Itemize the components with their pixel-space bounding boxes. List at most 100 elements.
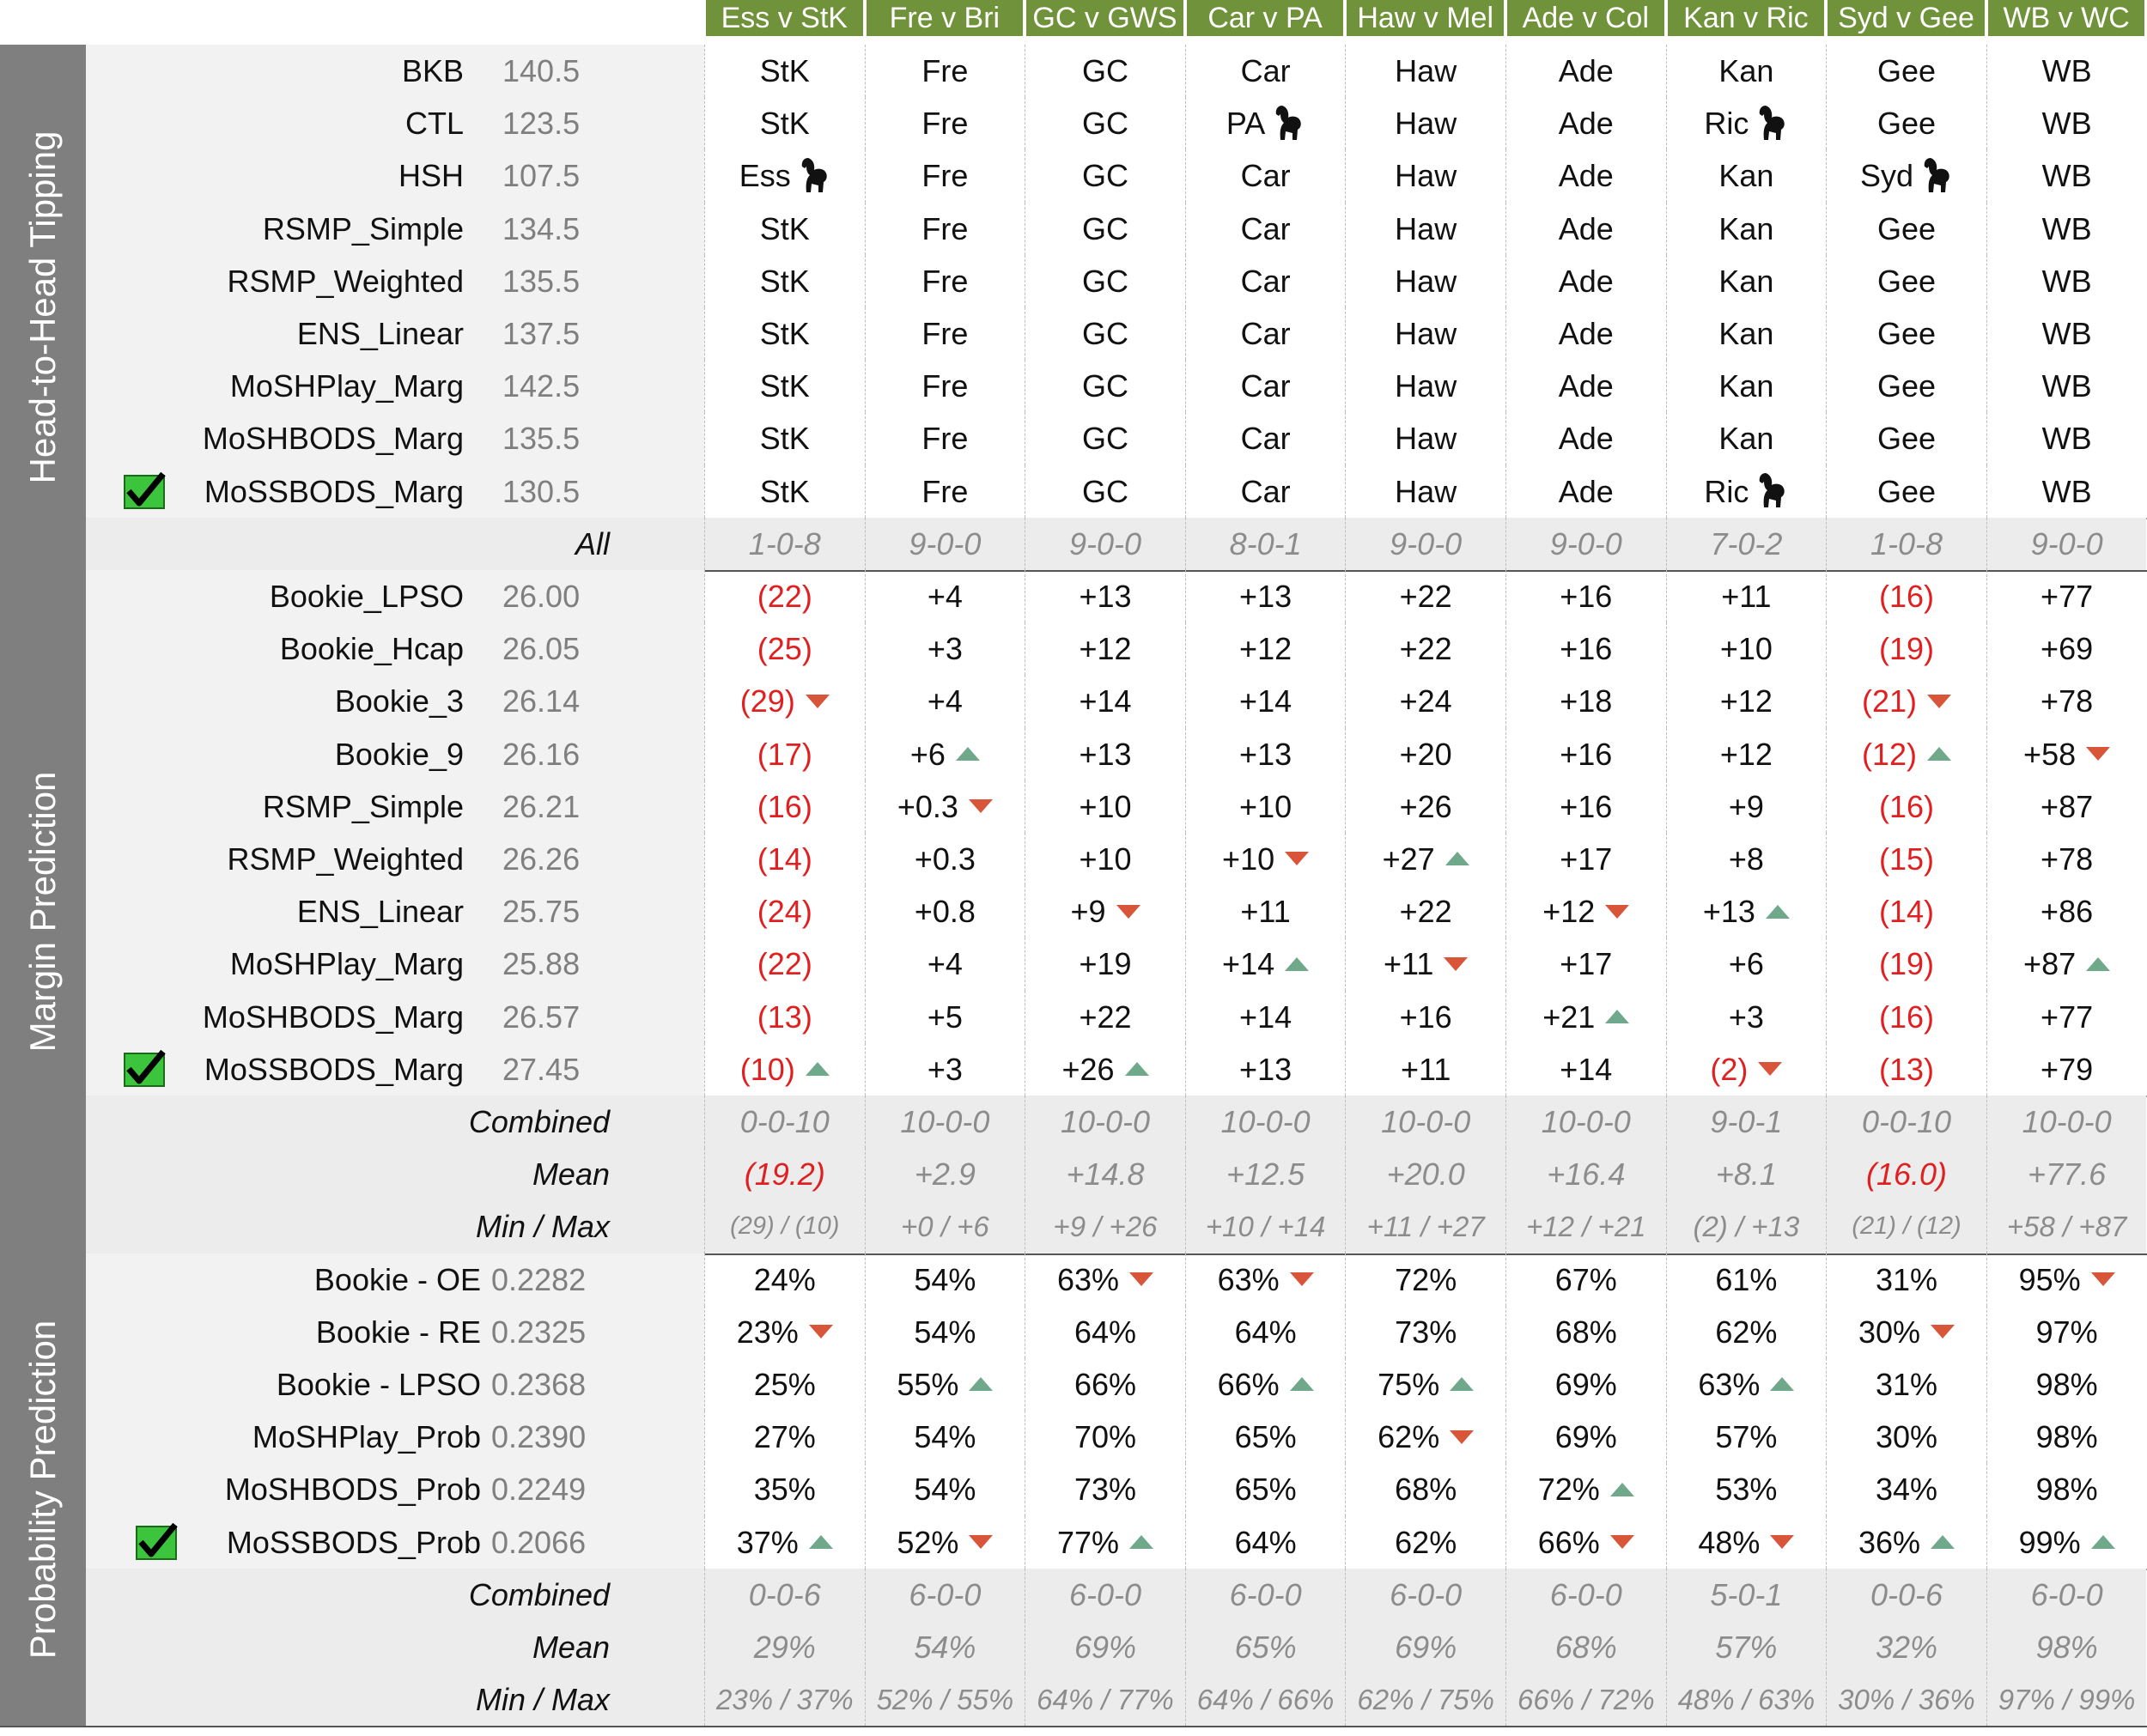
down-arrow-icon bbox=[1289, 1272, 1314, 1287]
summary-cell: 57% bbox=[1665, 1621, 1827, 1674]
summary-cell: 62% / 75% bbox=[1345, 1673, 1505, 1727]
table-cell: 66% bbox=[1025, 1358, 1185, 1411]
table-cell: 75% bbox=[1345, 1358, 1505, 1411]
model-score: 123.5 bbox=[502, 106, 581, 142]
cell-value: WB bbox=[2041, 368, 2092, 404]
cell-value: 24% bbox=[753, 1261, 816, 1297]
cell-value: 54% bbox=[914, 1314, 976, 1350]
table-cell: +16 bbox=[1505, 780, 1666, 833]
table-cell: +22 bbox=[1025, 990, 1185, 1043]
table-cell: WB bbox=[1986, 45, 2147, 98]
summary-label-cell: Combined bbox=[86, 1568, 704, 1621]
cell-value: 63% bbox=[1217, 1261, 1280, 1297]
summary-cell: 64% / 66% bbox=[1184, 1673, 1346, 1727]
table-cell: +3 bbox=[864, 622, 1025, 676]
table-cell: Haw bbox=[1345, 360, 1505, 413]
model-name: HSH bbox=[398, 158, 464, 194]
table-cell: +11 bbox=[1345, 1042, 1505, 1096]
cell-value: GC bbox=[1081, 53, 1128, 88]
table-cell: Car bbox=[1184, 412, 1346, 465]
table-cell: Kan bbox=[1665, 149, 1827, 203]
summary-cell: 10-0-0 bbox=[1986, 1096, 2147, 1149]
table-cell: +0.8 bbox=[864, 885, 1025, 938]
cell-value: +10 bbox=[1719, 631, 1773, 667]
table-cell: +11 bbox=[1184, 885, 1346, 938]
cell-value: Fre bbox=[921, 421, 969, 457]
cell-value: 66% bbox=[1074, 1367, 1137, 1402]
table-cell: 64% bbox=[1184, 1515, 1346, 1569]
model-name: CTL bbox=[404, 106, 464, 142]
table-cell: +10 bbox=[1184, 833, 1346, 886]
cell-value: (16) bbox=[757, 788, 812, 824]
summary-cell: 6-0-0 bbox=[1025, 1568, 1185, 1621]
cell-value: +26 bbox=[1061, 1051, 1115, 1087]
down-arrow-icon bbox=[808, 1325, 833, 1339]
table-cell: +87 bbox=[1986, 780, 2147, 833]
table-cell: (19) bbox=[1826, 622, 1986, 676]
table-cell: PA bbox=[1184, 97, 1346, 150]
table-cell: Ade bbox=[1505, 307, 1666, 361]
model-label-cell: Bookie_Hcap 26.05 bbox=[86, 622, 704, 676]
table-cell: Gee bbox=[1826, 360, 1986, 413]
cell-value: +0.3 bbox=[897, 788, 958, 824]
table-cell: WB bbox=[1986, 412, 2147, 465]
cell-value: 48% bbox=[1698, 1524, 1761, 1560]
table-cell: +18 bbox=[1505, 675, 1666, 728]
section-divider bbox=[0, 1726, 2147, 1728]
table-cell: Fre bbox=[864, 412, 1025, 465]
up-arrow-icon bbox=[1285, 956, 1310, 971]
underdog-dog-icon bbox=[1760, 105, 1785, 140]
section-sidebar bbox=[0, 570, 86, 1253]
cell-value: Haw bbox=[1395, 421, 1457, 457]
cell-value: 69% bbox=[1554, 1367, 1617, 1402]
summary-cell: 64% / 77% bbox=[1025, 1673, 1185, 1727]
table-cell: 70% bbox=[1025, 1411, 1185, 1464]
cell-value: Fre bbox=[921, 368, 969, 404]
table-cell: +16 bbox=[1345, 990, 1505, 1043]
cell-value: +6 bbox=[1728, 946, 1764, 982]
summary-cell: 68% bbox=[1505, 1621, 1666, 1674]
cell-value: (24) bbox=[757, 894, 812, 930]
cell-value: +4 bbox=[927, 683, 963, 719]
table-cell: Haw bbox=[1345, 149, 1505, 203]
cell-value: +16 bbox=[1560, 579, 1613, 614]
table-cell: 24% bbox=[704, 1253, 865, 1306]
table-cell: 98% bbox=[1986, 1411, 2147, 1464]
table-cell: Gee bbox=[1826, 307, 1986, 361]
table-cell: Kan bbox=[1665, 360, 1827, 413]
cell-value: 36% bbox=[1858, 1524, 1921, 1560]
summary-label-cell: Combined bbox=[86, 1096, 704, 1149]
table-cell: 63% bbox=[1665, 1358, 1827, 1411]
cell-value: +11 bbox=[1721, 579, 1772, 614]
model-label-cell: MoSHBODS_Marg 135.5 bbox=[86, 412, 704, 465]
cell-value: +8 bbox=[1728, 841, 1764, 877]
cell-value: Ade bbox=[1558, 473, 1614, 509]
cell-value: +87 bbox=[2041, 788, 2094, 824]
table-cell: 57% bbox=[1665, 1411, 1827, 1464]
table-cell: Fre bbox=[864, 464, 1025, 518]
table-cell: (14) bbox=[1826, 885, 1986, 938]
table-cell: +13 bbox=[1184, 570, 1346, 623]
cell-value: 68% bbox=[1554, 1314, 1617, 1350]
table-cell: 72% bbox=[1505, 1463, 1666, 1516]
table-cell: Ric bbox=[1665, 97, 1827, 150]
cell-value: +13 bbox=[1079, 736, 1132, 772]
table-cell: StK bbox=[704, 97, 865, 150]
table-cell: Ade bbox=[1505, 360, 1666, 413]
cell-value: Kan bbox=[1718, 210, 1774, 246]
cell-value: WB bbox=[2041, 473, 2092, 509]
cell-value: Ade bbox=[1558, 316, 1614, 351]
table-cell: +14 bbox=[1184, 990, 1346, 1043]
up-arrow-icon bbox=[1609, 1482, 1634, 1496]
table-cell: +78 bbox=[1986, 833, 2147, 886]
summary-cell: 10-0-0 bbox=[1505, 1096, 1666, 1149]
cell-value: 73% bbox=[1395, 1314, 1457, 1350]
model-name: Bookie_9 bbox=[334, 736, 464, 772]
table-cell: Gee bbox=[1826, 45, 1986, 98]
model-score: 140.5 bbox=[502, 53, 581, 88]
cell-value: 64% bbox=[1234, 1524, 1297, 1560]
table-cell: +0.3 bbox=[864, 833, 1025, 886]
table-cell: +69 bbox=[1986, 622, 2147, 676]
table-cell: 48% bbox=[1665, 1515, 1827, 1569]
cell-value: 31% bbox=[1875, 1367, 1938, 1402]
